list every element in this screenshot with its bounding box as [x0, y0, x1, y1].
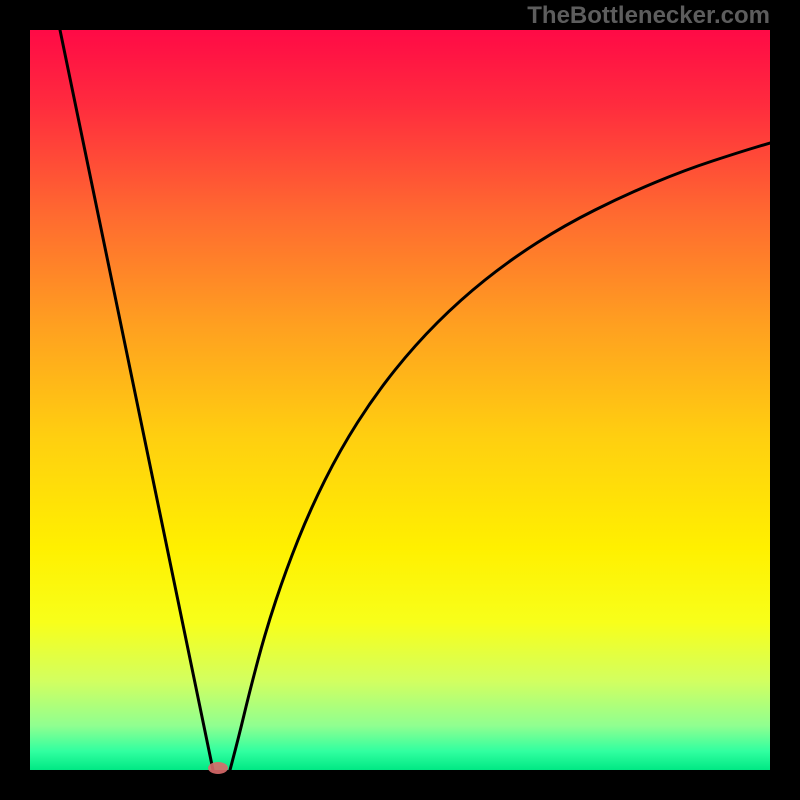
chart-container: TheBottlenecker.com — [0, 0, 800, 800]
left-branch — [60, 30, 213, 770]
optimum-marker — [208, 762, 228, 774]
plot-area — [30, 30, 770, 770]
curve-layer — [30, 30, 770, 770]
watermark-text: TheBottlenecker.com — [527, 2, 770, 30]
right-branch — [230, 143, 770, 770]
